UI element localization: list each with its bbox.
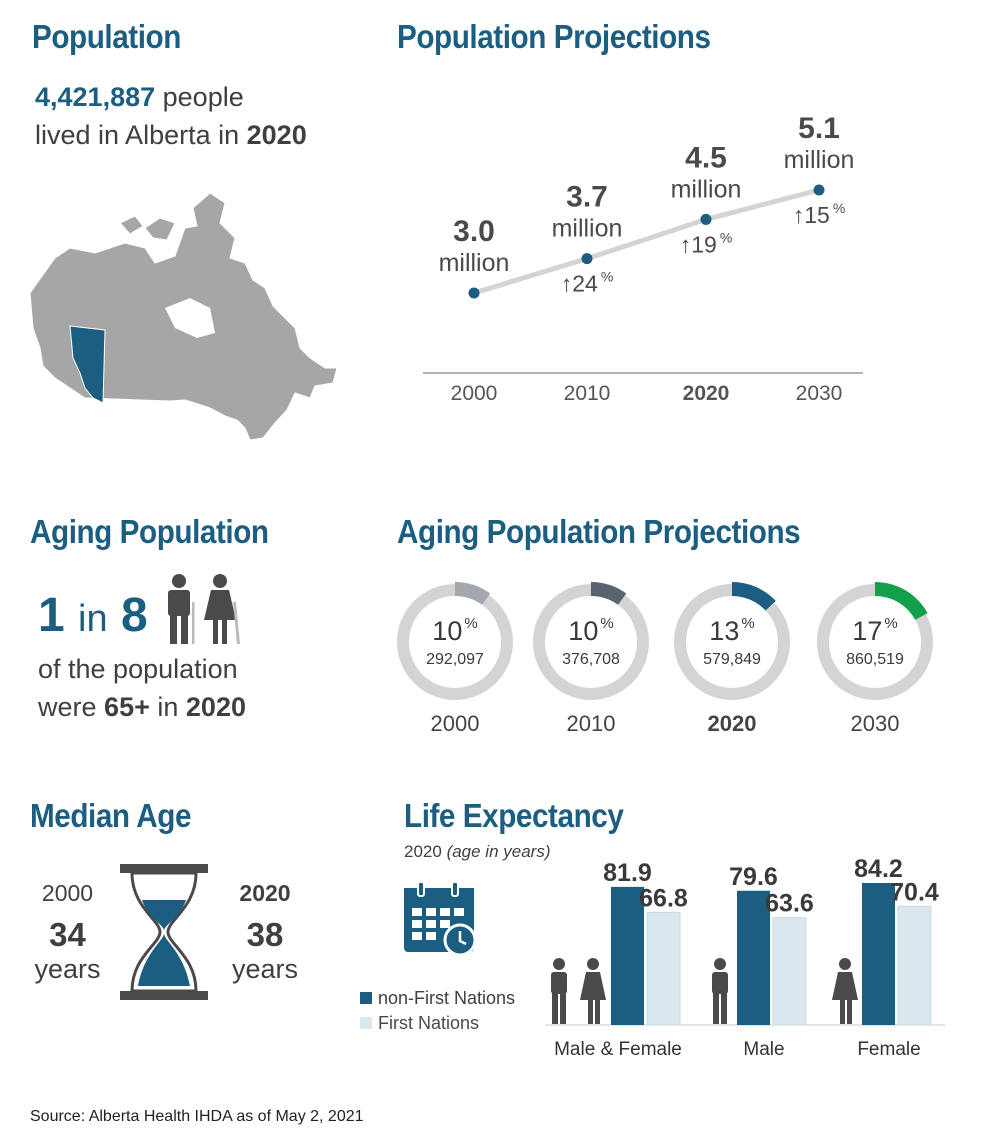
median-left-value: 34 — [49, 916, 86, 953]
projection-point — [813, 184, 825, 196]
projection-year-label: 2030 — [796, 382, 843, 405]
population-heading: Population — [32, 18, 181, 55]
canada-map — [29, 192, 338, 441]
projection-change-label: ↑24% — [561, 269, 614, 297]
donut-year: 2010 — [567, 711, 616, 736]
bar-non-first-nations — [737, 890, 770, 1025]
projection-line — [473, 187, 820, 296]
projection-point — [468, 287, 480, 299]
projection-value-label: 4.5 — [685, 141, 727, 174]
donut-arc — [875, 582, 928, 620]
projection-year-label: 2000 — [451, 382, 498, 405]
projections-heading: Population Projections — [397, 18, 711, 55]
donut-percent: 13% — [709, 615, 754, 646]
donut-year: 2000 — [431, 711, 480, 736]
aging-donuts: 10 % 292,097 2000 10 % 376,708 2010 13 % 579,849 20… — [397, 582, 933, 736]
group-label: Male & Female — [554, 1039, 682, 1060]
legend-item-non-first-nations: non-First Nations — [360, 986, 515, 1011]
projection-unit-label: million — [439, 249, 510, 277]
bar-label-first-nations: 70.4 — [890, 878, 939, 906]
bar-first-nations — [897, 905, 932, 1026]
legend-swatch-non-first-nations — [360, 992, 372, 1004]
population-count: 4,421,887 — [35, 82, 156, 112]
aging-projections-heading: Aging Population Projections — [397, 513, 801, 550]
projection-change-label: ↑19% — [680, 229, 733, 257]
donut-arc — [732, 582, 776, 611]
projection-year-label: 2020 — [683, 382, 730, 405]
legend-swatch-first-nations — [360, 1017, 372, 1029]
female-icon — [832, 958, 858, 1024]
donut-count: 292,097 — [426, 651, 484, 668]
median-right-year: 2020 — [239, 880, 291, 906]
source-note: Source: Alberta Health IHDA as of May 2,… — [30, 1108, 364, 1125]
male-female-icon — [551, 958, 606, 1024]
donut-count: 376,708 — [562, 651, 620, 668]
elderly-couple-icon — [168, 574, 240, 644]
calendar-icon — [404, 881, 477, 957]
life-expectancy-chart: 81.966.8 79.663.6 84.270.4 Male & Female Mal… — [545, 855, 945, 1060]
aging-summary: of the population were 65+ in 2020 — [38, 654, 246, 722]
median-right: 2020 38 years — [215, 880, 315, 983]
donut-percent: 10% — [568, 615, 613, 646]
donut-year: 2030 — [851, 711, 900, 736]
projection-unit-label: million — [784, 146, 855, 174]
donut-count: 860,519 — [846, 651, 904, 668]
group-label: Female — [857, 1039, 920, 1060]
median-left: 2000 34 years — [20, 880, 115, 983]
projection-point — [581, 253, 593, 265]
median-left-year: 2000 — [41, 880, 94, 906]
bar-first-nations — [772, 917, 807, 1026]
alberta-highlight — [69, 325, 106, 404]
bar-label-first-nations: 63.6 — [765, 890, 814, 918]
life-subtitle: 2020 (age in years) — [404, 842, 551, 861]
median-right-value: 38 — [246, 916, 284, 953]
bar-non-first-nations — [862, 883, 895, 1025]
median-left-unit: years — [34, 954, 101, 984]
donut-count: 579,849 — [703, 651, 761, 668]
projection-change-label: ↑15% — [793, 200, 846, 228]
projection-year-label: 2010 — [564, 382, 611, 405]
donut-year: 2020 — [708, 711, 757, 736]
male-icon — [712, 958, 728, 1024]
donut-arc — [455, 582, 491, 605]
bar-label-first-nations: 66.8 — [639, 884, 688, 912]
projection-value-label: 3.0 — [453, 215, 495, 248]
projection-unit-label: million — [552, 215, 623, 243]
median-right-unit: years — [231, 954, 299, 984]
life-legend: non-First Nations First Nations — [360, 986, 515, 1036]
hourglass-icon — [120, 864, 208, 1000]
donut-percent: 10% — [432, 615, 477, 646]
bar-label-non-first-nations: 81.9 — [603, 859, 652, 887]
aging-heading: Aging Population — [30, 513, 269, 550]
aging-ratio: 1 in 8 — [38, 589, 148, 642]
group-label: Male — [743, 1039, 784, 1060]
bar-non-first-nations — [611, 886, 644, 1025]
projection-value-label: 5.1 — [798, 112, 840, 145]
median-heading: Median Age — [30, 797, 192, 834]
bar-first-nations — [646, 911, 681, 1026]
population-summary: 4,421,887 people lived in Alberta in 202… — [35, 82, 307, 150]
projection-unit-label: million — [671, 175, 742, 203]
projection-point — [700, 213, 712, 225]
life-heading: Life Expectancy — [404, 797, 624, 834]
donut-percent: 17% — [852, 615, 897, 646]
donut-arc — [591, 582, 627, 605]
legend-item-first-nations: First Nations — [360, 1011, 515, 1036]
bar-label-non-first-nations: 79.6 — [729, 863, 778, 891]
projection-value-label: 3.7 — [566, 181, 608, 214]
bar-label-non-first-nations: 84.2 — [854, 855, 903, 883]
